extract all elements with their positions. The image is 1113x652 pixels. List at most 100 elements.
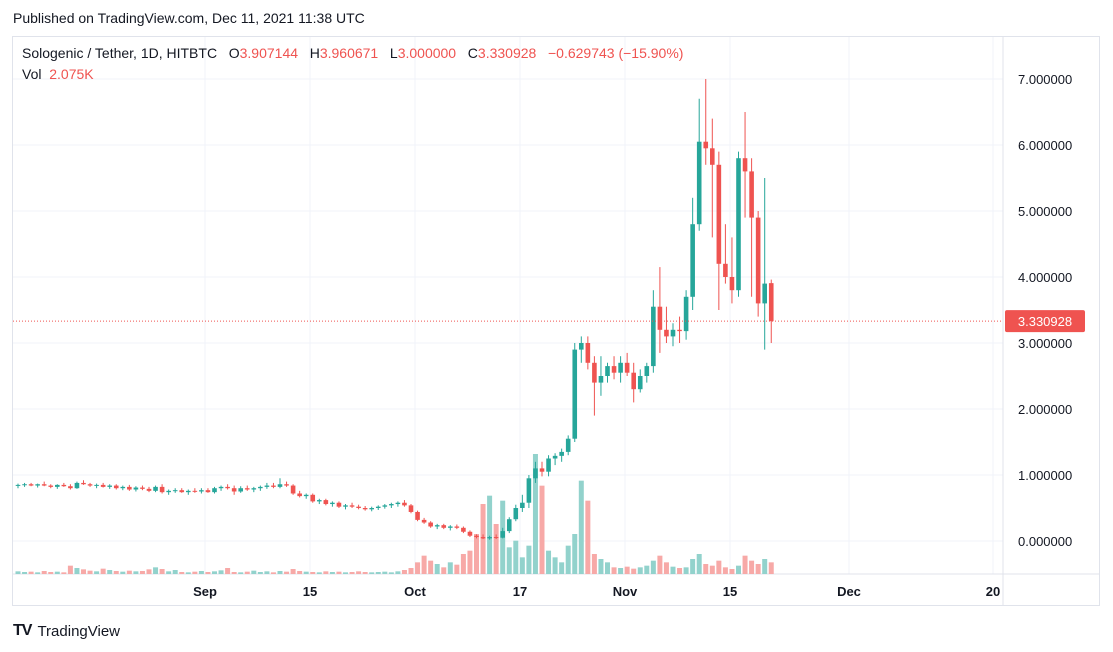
- volume-bar: [663, 562, 669, 574]
- symbol-label: Sologenic / Tether, 1D, HITBTC: [22, 45, 218, 61]
- volume-bar: [722, 567, 728, 574]
- volume-bar: [179, 572, 185, 574]
- candle-body: [657, 306, 663, 330]
- candle-body: [382, 505, 388, 507]
- volume-bar: [310, 572, 316, 574]
- volume-bar: [408, 568, 414, 574]
- candle-body: [74, 482, 80, 489]
- volume-bar: [107, 570, 113, 574]
- candle-body: [696, 141, 702, 225]
- volume-bar: [762, 559, 768, 574]
- volume-bar: [559, 562, 565, 574]
- published-caption: Published on TradingView.com, Dec 11, 20…: [13, 10, 365, 26]
- volume-bar: [421, 555, 427, 574]
- candle-body: [87, 484, 93, 486]
- volume-bar: [87, 570, 93, 574]
- volume-bar: [74, 568, 80, 574]
- chart-frame[interactable]: [12, 36, 1100, 606]
- volume-bar: [428, 560, 434, 574]
- volume-bar: [395, 571, 401, 574]
- candle-body: [526, 478, 532, 503]
- volume-bar: [264, 571, 270, 574]
- volume-bar: [375, 572, 381, 574]
- x-tick-label: Dec: [837, 584, 861, 599]
- candle-body: [559, 451, 564, 456]
- volume-bar: [218, 570, 224, 574]
- candle-body: [434, 525, 440, 527]
- volume-bar: [467, 550, 473, 574]
- candle-body: [41, 484, 47, 486]
- candle-body: [258, 486, 263, 489]
- candle-body: [153, 486, 158, 491]
- candle-body: [199, 490, 204, 492]
- candle-body: [61, 484, 67, 487]
- candle-body: [474, 535, 479, 538]
- candle-body: [441, 525, 447, 528]
- volume-bar: [519, 557, 525, 574]
- candle-body: [133, 487, 139, 490]
- volume-bar: [434, 564, 440, 574]
- volume-bar: [126, 570, 132, 574]
- volume-bar: [28, 571, 34, 574]
- candle-body: [454, 526, 460, 528]
- y-tick-label: 1.000000: [1018, 468, 1072, 483]
- candle-body: [55, 484, 60, 487]
- volume-bar: [336, 571, 342, 574]
- y-tick-label: 2.000000: [1018, 402, 1072, 417]
- x-tick-label: 15: [723, 584, 737, 599]
- low-value: 3.000000: [397, 45, 457, 61]
- volume-bar: [552, 557, 558, 574]
- volume-bar: [631, 568, 637, 574]
- candle-body: [618, 362, 623, 373]
- tradingview-footer[interactable]: TV TradingView: [13, 622, 120, 640]
- y-tick-label: 3.000000: [1018, 336, 1072, 351]
- candle-body: [533, 468, 538, 479]
- volume-bar: [146, 569, 152, 574]
- volume-bar: [270, 572, 276, 574]
- candle-body: [349, 505, 355, 507]
- volume-bar: [81, 569, 86, 574]
- candle-body: [375, 506, 381, 508]
- change-value: −0.629743 (−15.90%): [547, 45, 684, 61]
- candle-body: [670, 329, 676, 337]
- volume-bar: [244, 571, 250, 574]
- candle-body: [520, 502, 525, 508]
- candle-body: [631, 372, 636, 390]
- candle-body: [251, 488, 257, 490]
- volume-bar: [257, 572, 263, 574]
- candle-body: [395, 502, 401, 505]
- volume-bar: [709, 565, 715, 574]
- volume-bar: [768, 562, 774, 574]
- volume-bar: [323, 571, 329, 574]
- volume-value: 2.075K: [49, 66, 94, 82]
- candle-body: [238, 488, 243, 492]
- candle-body: [290, 485, 296, 494]
- candle-body: [585, 343, 591, 363]
- candle-body: [212, 488, 217, 493]
- candle-body: [68, 486, 73, 489]
- candle-body: [389, 504, 394, 506]
- x-tick-label: 15: [303, 584, 317, 599]
- candle-body: [271, 485, 276, 487]
- volume-bar: [526, 545, 532, 574]
- volume-bar: [506, 547, 512, 574]
- candle-body: [729, 277, 735, 291]
- candle-body: [768, 283, 774, 322]
- volume-bar: [284, 571, 290, 574]
- volume-bar: [15, 571, 21, 574]
- volume-bar: [54, 571, 60, 574]
- candle-body: [159, 486, 165, 493]
- candle-body: [723, 263, 728, 277]
- volume-bar: [316, 572, 322, 574]
- candle-body: [310, 494, 316, 502]
- last-price-label: 3.330928: [1018, 314, 1072, 329]
- candle-body: [506, 519, 512, 532]
- candle-body: [513, 508, 519, 520]
- tradingview-brand: TradingView: [37, 622, 120, 640]
- volume-label: Vol: [22, 66, 42, 82]
- volume-bar: [415, 562, 421, 574]
- volume-bar: [755, 564, 761, 574]
- volume-bar: [382, 571, 388, 574]
- volume-bar: [578, 480, 584, 574]
